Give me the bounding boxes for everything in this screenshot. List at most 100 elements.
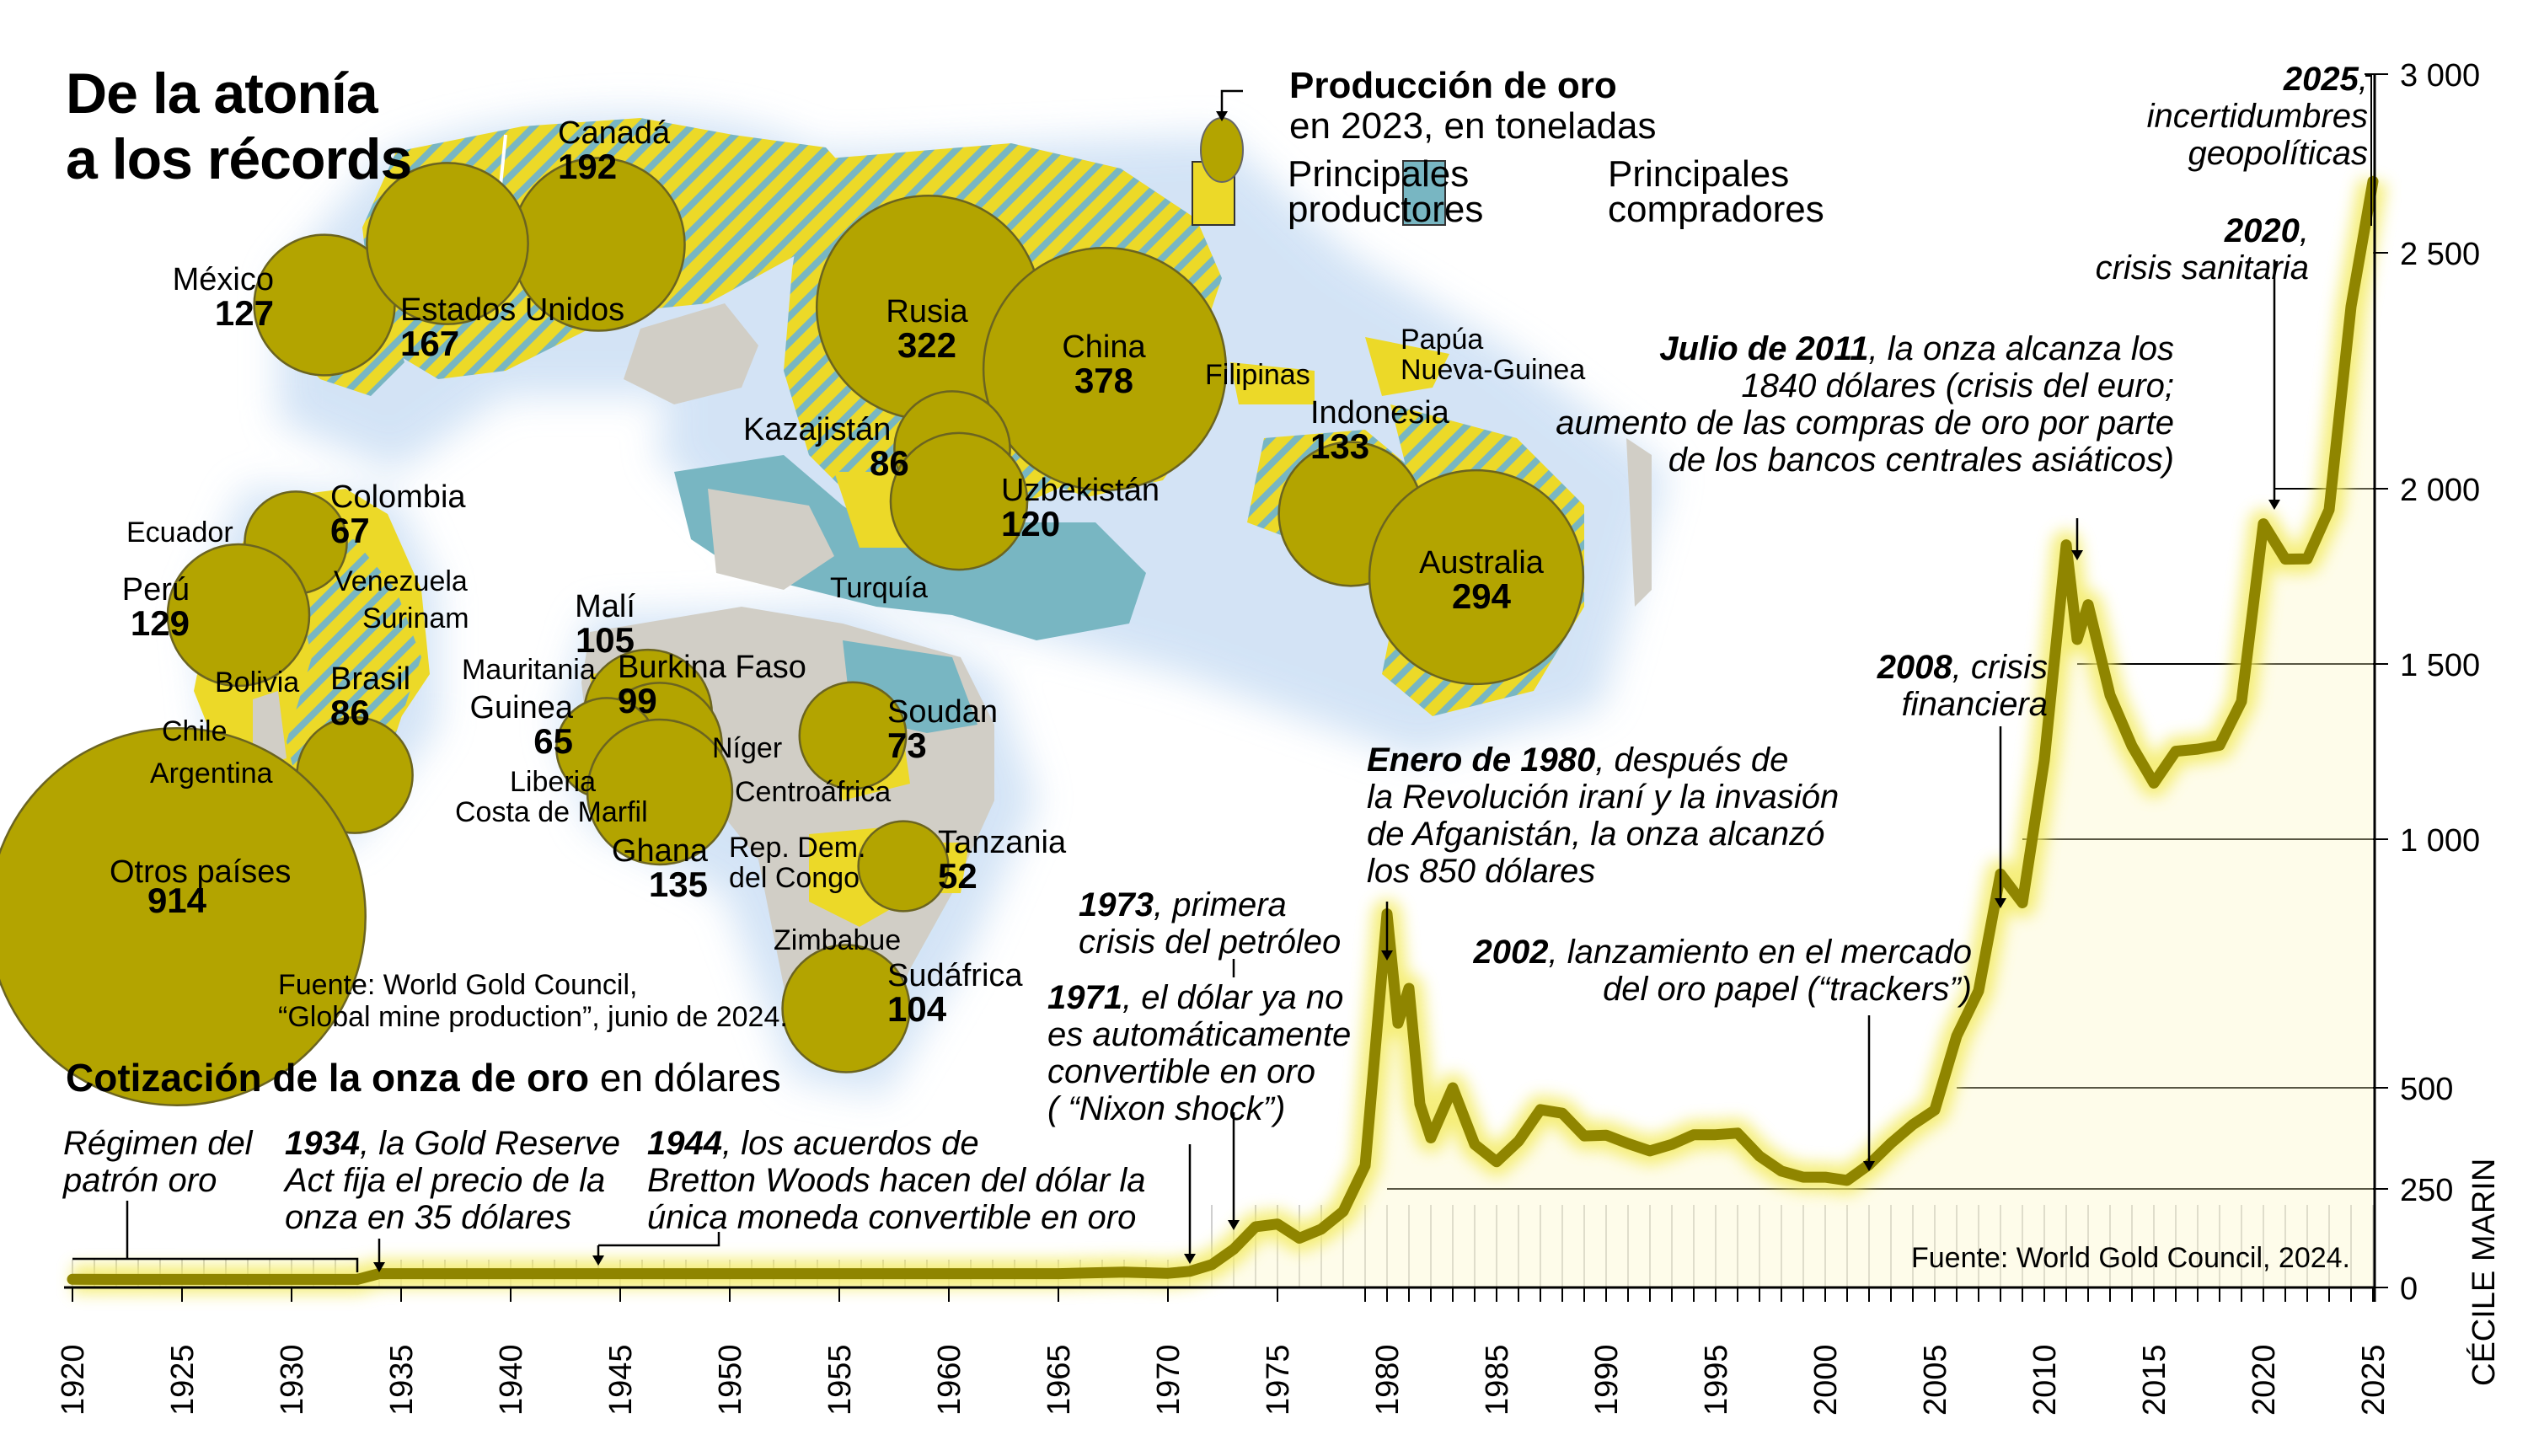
label-sudafrica: Sudáfrica 104 [887,958,1023,1029]
legend-title-bold: Producción de oro [1289,65,1617,106]
x-tick-label: 1965 [1042,1344,1077,1416]
label-filipinas: Filipinas [1205,359,1310,391]
y-tick-label: 1 000 [2400,823,2480,859]
legend-subtitle: en 2023, en toneladas [1289,105,1657,147]
bubble-otros-pa-ses [0,727,367,1106]
legend-producers-l2: productores [1288,189,1484,230]
title-line-2: a los récords [66,127,412,191]
annotation-1980: Enero de 1980, después de la Revolución … [1367,741,1840,890]
annotation-gold-standard: Régimen del patrón oro [63,1125,253,1199]
bubble-uzbekist-n [889,431,1029,571]
label-chile: Chile [162,715,228,747]
label-uzbekistan: Uzbekistán 120 [1001,473,1160,543]
x-tick-label: 1940 [494,1344,529,1416]
arrow-2002-head [1863,1161,1875,1171]
leader-2025 [2365,74,2372,226]
x-tick-label: 1980 [1370,1344,1406,1416]
x-tick-label: 1975 [1261,1344,1296,1416]
annotation-1944: 1944, los acuerdos de Bretton Woods hace… [647,1125,1146,1236]
legend-producers-l1: Principales [1288,153,1470,195]
chart-source: Fuente: World Gold Council, 2024. [1911,1242,2350,1274]
label-australia: Australia 294 [1419,545,1544,616]
legend-buyers: Principales compradores [1608,153,1824,230]
gold-price-chart: 1920 1925 1930 1935 1940 1945 1950 1955 1960 1965… [56,58,2480,1416]
label-kazakhstan: Kazajistán 86 [743,412,909,483]
bubble-soudan [798,681,908,790]
y-tick-label: 500 [2400,1072,2453,1107]
bubble-china [982,246,1228,492]
x-ticks: 1920 1925 1930 1935 1940 1945 1950 1955 1960 1965… [56,1287,2391,1416]
x-tick-label: 2015 [2137,1344,2172,1416]
label-mali: Malí 105 [575,589,635,660]
x-tick-label: 2005 [1918,1344,1953,1416]
annotation-1934: 1934, la Gold Reserve Act fija el precio… [285,1125,621,1236]
label-burkina-faso: Burkina Faso 99 [618,650,806,720]
price-line[interactable] [67,175,2379,1285]
page-title: De la atonía a los récords [66,61,412,192]
label-colombia: Colombia 67 [330,479,466,550]
legend-graphics [1192,89,1446,226]
map-source: Fuente: World Gold Council, “Global mine… [278,969,788,1033]
legend-bubble [1200,117,1244,183]
arrow-2011-head [2071,550,2083,560]
label-ecuador: Ecuador [126,517,233,549]
label-niger: Níger [712,732,783,764]
label-centroafrica: Centroáfrica [735,776,892,808]
annotation-2025: 2025, incertidumbres geopolíticas [2146,61,2368,172]
label-china: China 378 [1062,329,1146,400]
label-soudan: Soudan 73 [887,694,999,765]
x-tick-label: 1955 [822,1344,858,1416]
y-tick-label: 2 500 [2400,237,2480,272]
label-tanzania: Tanzania 52 [938,825,1067,896]
x-tick-label: 1920 [56,1344,91,1416]
label-canada: Canadá 192 [558,115,671,186]
label-liberia: Liberia [510,766,597,798]
legend-arrow [1220,89,1243,114]
x-tick-label: 1990 [1589,1344,1625,1416]
annotation-2008: 2008, crisis financiera [1877,649,2048,723]
y-tick-label: 250 [2400,1173,2453,1208]
annotation-2020: 2020, crisis sanitaria [2095,212,2309,286]
label-usa: Estados Unidos 167 [400,292,625,363]
x-tick-label: 1995 [1699,1344,1734,1416]
price-area-fill [72,181,2373,1288]
label-mexico: México 127 [172,262,274,333]
label-guinea: Guinea 65 [469,690,573,761]
x-tick-label: 1950 [713,1344,748,1416]
label-venezuela: Venezuela [334,565,468,597]
label-mauritania: Mauritania [462,654,596,686]
x-tick-label: 2010 [2027,1344,2063,1416]
x-tick-label: 1925 [165,1344,201,1416]
bubble-per- [166,543,311,688]
label-bolivia: Bolivia [215,666,300,699]
y-tick-label: 2 000 [2400,473,2480,508]
legend-producers: Principales productores [1288,153,1484,230]
bubble-estados-unidos [366,162,529,325]
bubble-australia [1368,468,1585,686]
label-peru: Perú 129 [121,572,190,643]
x-tick-label: 1930 [275,1344,310,1416]
arrow-2008-head [1995,898,2006,908]
y-tick-label: 0 [2400,1271,2418,1307]
arrow-1944-leader [598,1232,720,1247]
label-indonesia: Indonesia 133 [1310,395,1449,466]
bubble-sud-frica [781,944,911,1073]
x-tick-label: 1970 [1151,1344,1186,1416]
annotation-2011: Julio de 2011, la onza alcanza los 1840 … [1556,330,2174,479]
label-surinam: Surinam [362,602,469,634]
arrow-1934-head [373,1262,385,1272]
arrow-1971-head [1184,1254,1196,1264]
legend-buyers-l1: Principales [1608,153,1790,195]
label-turquia: Turquía [830,572,928,604]
arrow-1980-head [1381,950,1393,961]
label-costa-de-marfil: Costa de Marfil [455,796,648,828]
label-ghana: Ghana 135 [611,833,708,904]
label-brasil: Brasil 86 [330,661,411,732]
label-papua: Papúa Nueva-Guinea [1401,324,1586,386]
x-tick-label: 2025 [2356,1344,2391,1416]
title-line-1: De la atonía [66,62,378,126]
label-rdc: Rep. Dem. del Congo [729,832,866,894]
legend-buyers-l2: compradores [1608,189,1824,230]
y-tick-label: 1 500 [2400,648,2480,683]
arrow-1973-head [1228,1220,1240,1230]
